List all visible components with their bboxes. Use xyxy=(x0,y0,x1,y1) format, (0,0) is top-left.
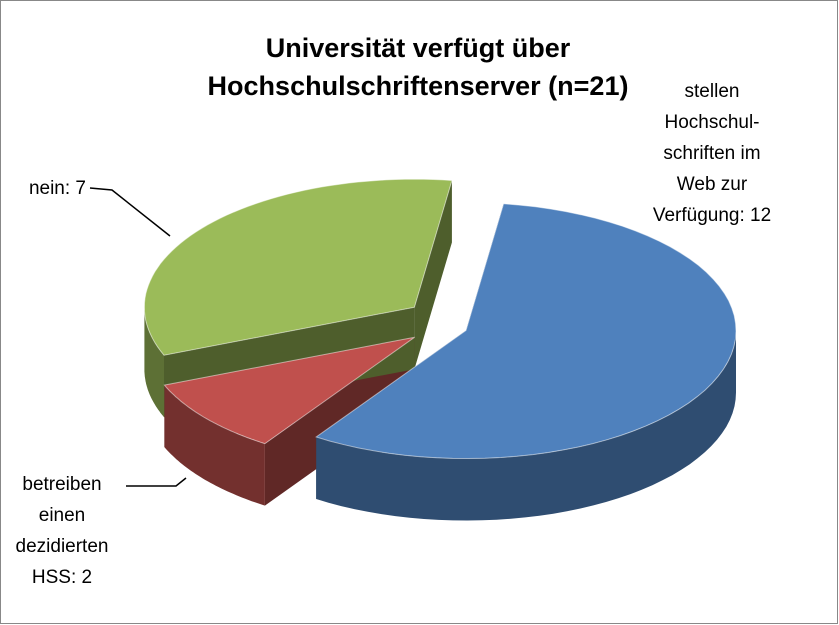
slice-side xyxy=(164,385,265,506)
data-label: nein: 7 xyxy=(29,178,86,199)
slice xyxy=(163,336,415,445)
slice-side xyxy=(316,330,736,521)
chart-title: Universität verfügt über Hochschulschrift… xyxy=(208,33,629,101)
leader-line xyxy=(89,187,171,237)
slice-cut-face xyxy=(414,180,452,370)
leader-line xyxy=(126,477,187,487)
slice-side xyxy=(144,307,164,418)
slice xyxy=(315,203,737,460)
slice xyxy=(143,178,453,356)
data-label: betreiben einen dezidierten HSS: 2 xyxy=(16,474,109,588)
data-label: stellen Hochschul-schriften im Web zur Verf… xyxy=(653,81,771,226)
pie xyxy=(143,178,737,521)
